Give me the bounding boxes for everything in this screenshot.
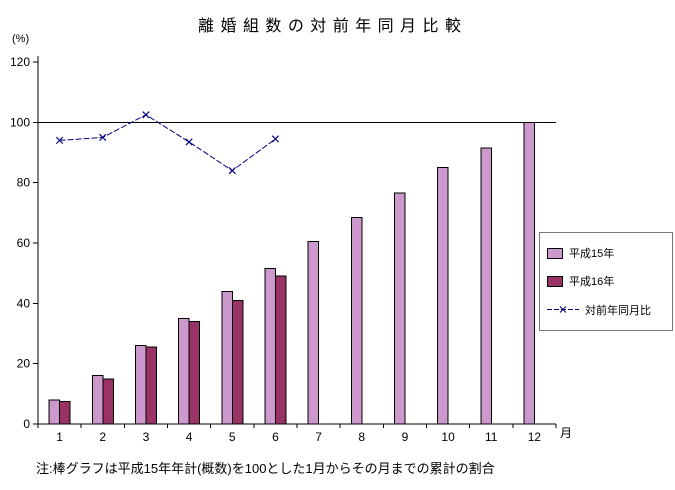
svg-text:1: 1: [56, 430, 63, 444]
svg-text:12: 12: [528, 430, 542, 444]
svg-text:5: 5: [229, 430, 236, 444]
legend-label-heisei16: 平成16年: [569, 276, 615, 289]
legend-swatch-heisei15: [547, 247, 563, 259]
svg-text:100: 100: [10, 115, 30, 129]
legend-label-yoy: 対前年同月比: [585, 304, 651, 317]
svg-text:120: 120: [10, 55, 30, 69]
svg-text:7: 7: [315, 430, 322, 444]
legend: 平成15年 平成16年 対前年同月比: [539, 232, 673, 331]
x-axis-unit-label: 月: [560, 426, 573, 440]
svg-text:0: 0: [23, 417, 30, 431]
svg-text:80: 80: [17, 176, 31, 190]
svg-text:60: 60: [17, 236, 31, 250]
svg-text:8: 8: [358, 430, 365, 444]
svg-text:6: 6: [272, 430, 279, 444]
svg-text:4: 4: [186, 430, 193, 444]
legend-item-heisei15: 平成15年: [547, 245, 665, 261]
legend-item-yoy-line: 対前年同月比: [547, 302, 665, 318]
legend-item-heisei16: 平成16年: [547, 273, 665, 289]
svg-text:3: 3: [143, 430, 150, 444]
svg-text:10: 10: [441, 430, 455, 444]
footnote: 注:棒グラフは平成15年年計(概数)を100とした1月からその月までの累計の割合: [36, 461, 495, 476]
y-axis-unit-label: (%): [12, 33, 30, 45]
legend-label-heisei15: 平成15年: [569, 248, 615, 261]
chart-title: 離 婚 組 数 の 対 前 年 同 月 比 較: [198, 18, 462, 35]
svg-text:40: 40: [17, 296, 31, 310]
svg-text:9: 9: [402, 430, 409, 444]
legend-line-sample-icon: [547, 304, 579, 315]
svg-text:11: 11: [485, 430, 498, 444]
svg-text:2: 2: [99, 430, 106, 444]
legend-swatch-heisei16: [547, 275, 563, 287]
svg-text:20: 20: [17, 357, 31, 371]
